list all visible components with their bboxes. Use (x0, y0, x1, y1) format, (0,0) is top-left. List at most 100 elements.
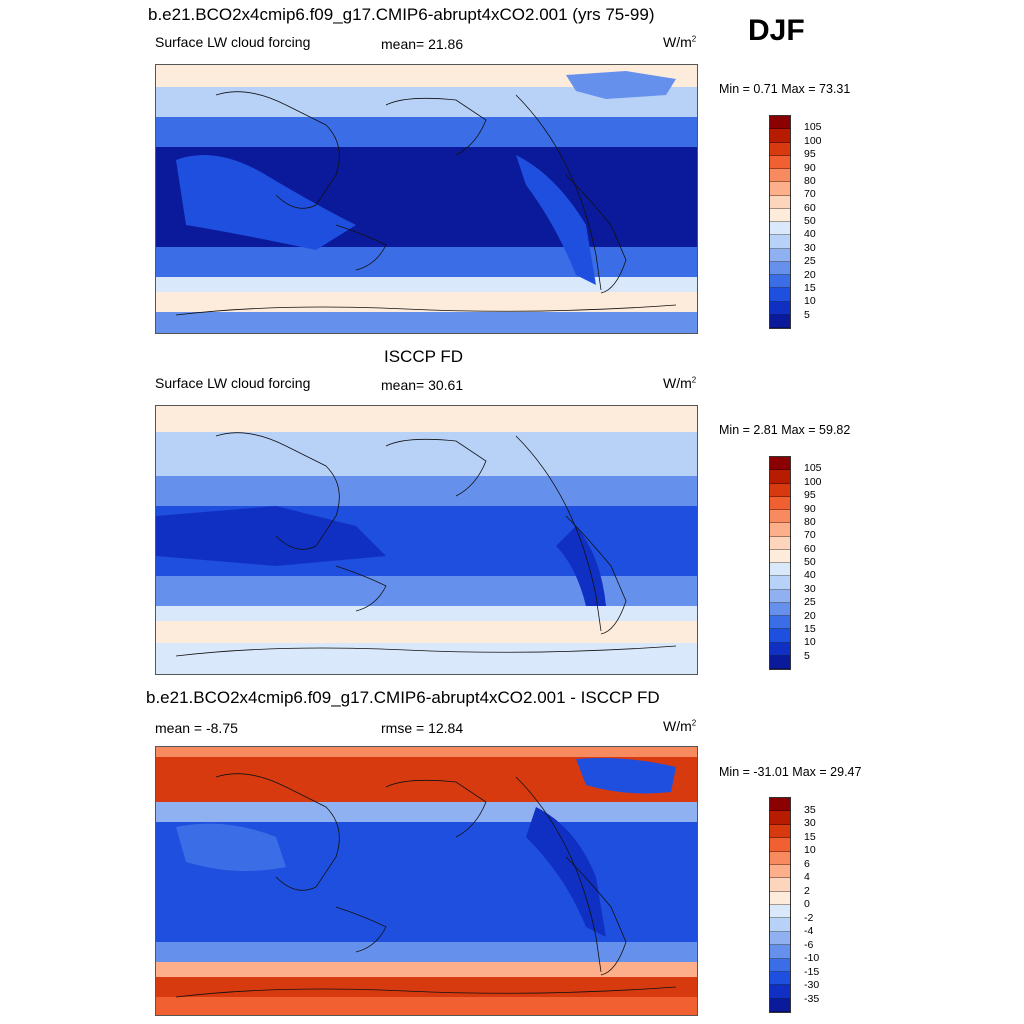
colorbar-swatch (770, 549, 790, 563)
panel2-mean: mean= 30.61 (381, 377, 464, 393)
colorbar-tick-label: 60 (804, 201, 816, 214)
colorbar-swatch (770, 931, 790, 946)
panel2-map-field (156, 406, 697, 674)
colorbar-swatch (770, 155, 790, 169)
colorbar-swatch (770, 602, 790, 616)
colorbar-tick-label: 80 (804, 174, 816, 187)
colorbar-swatch (770, 182, 790, 196)
colorbar-tick-label: 15 (804, 281, 816, 294)
colorbar-tick-label: 10 (804, 636, 816, 649)
panel1-left-label: Surface LW cloud forcing (155, 34, 311, 50)
colorbar-tick-label: 15 (804, 830, 816, 843)
colorbar-swatch (770, 301, 790, 315)
panel2-map (155, 405, 698, 675)
colorbar-swatch (770, 576, 790, 590)
colorbar-tick-label: 4 (804, 871, 810, 883)
colorbar-swatch (770, 116, 790, 130)
colorbar-tick-label: 90 (804, 502, 816, 515)
colorbar-tick-label: 5 (804, 649, 810, 662)
season-label: DJF (748, 14, 805, 47)
panel3-mean: mean = -8.75 (155, 720, 238, 736)
colorbar-tick-label: 6 (804, 857, 810, 870)
colorbar-swatch (770, 470, 790, 484)
colorbar-tick-label: 90 (804, 161, 816, 174)
colorbar-swatch (770, 811, 790, 825)
colorbar-swatch (770, 918, 790, 932)
panel2-units: W/m2 (663, 375, 697, 391)
colorbar-tick-label: -35 (804, 992, 820, 1005)
colorbar-swatch (770, 510, 790, 524)
panel3-units: W/m2 (663, 718, 697, 734)
colorbar-swatch (770, 824, 790, 839)
colorbar-tick-label: 30 (804, 241, 816, 254)
colorbar-swatch (770, 536, 790, 550)
colorbar-tick-label: 105 (804, 121, 822, 134)
panel1-map (155, 64, 698, 334)
colorbar-swatch (770, 616, 790, 630)
panel2-colorbar (769, 456, 791, 670)
colorbar-swatch (770, 998, 790, 1012)
colorbar-tick-label: 25 (804, 255, 816, 268)
colorbar-tick-label: 100 (804, 475, 822, 488)
colorbar-tick-label: 2 (804, 884, 810, 897)
colorbar-tick-label: 30 (804, 582, 816, 595)
colorbar-tick-label: 25 (804, 596, 816, 609)
colorbar-swatch (770, 261, 790, 275)
colorbar-tick-label: 10 (804, 295, 816, 308)
colorbar-tick-label: 95 (804, 148, 816, 161)
colorbar-tick-label: -30 (804, 979, 820, 991)
colorbar-tick-label: -10 (804, 952, 820, 964)
colorbar-tick-label: 40 (804, 228, 816, 241)
colorbar-swatch (770, 971, 790, 986)
colorbar-tick-label: 5 (804, 308, 810, 321)
colorbar-tick-label: 60 (804, 542, 816, 555)
colorbar-tick-label: 10 (804, 844, 816, 856)
colorbar-tick-label: 0 (804, 898, 810, 910)
colorbar-tick-label: 50 (804, 215, 816, 227)
colorbar-swatch (770, 129, 790, 143)
colorbar-swatch (770, 169, 790, 183)
colorbar-swatch (770, 655, 790, 669)
colorbar-swatch (770, 195, 790, 209)
colorbar-swatch (770, 642, 790, 656)
colorbar-tick-label: 20 (804, 609, 816, 622)
panel1-units: W/m2 (663, 34, 697, 50)
colorbar-swatch (770, 314, 790, 328)
colorbar-tick-label: -6 (804, 938, 814, 951)
panel2-left-label: Surface LW cloud forcing (155, 375, 311, 391)
colorbar-tick-label: 105 (804, 462, 822, 475)
colorbar-swatch (770, 798, 790, 812)
colorbar-swatch (770, 905, 790, 919)
colorbar-swatch (770, 563, 790, 577)
colorbar-tick-label: -4 (804, 925, 814, 937)
colorbar-swatch (770, 629, 790, 643)
colorbar-swatch (770, 222, 790, 236)
panel3-title: b.e21.BCO2x4cmip6.f09_g17.CMIP6-abrupt4x… (146, 688, 660, 707)
colorbar-swatch (770, 248, 790, 262)
panel1-mean: mean= 21.86 (381, 36, 464, 52)
colorbar-swatch (770, 483, 790, 497)
colorbar-swatch (770, 142, 790, 156)
colorbar-swatch (770, 878, 790, 892)
colorbar-swatch (770, 864, 790, 879)
colorbar-tick-label: 95 (804, 489, 816, 502)
colorbar-swatch (770, 275, 790, 289)
colorbar-swatch (770, 457, 790, 471)
colorbar-tick-label: 35 (804, 803, 816, 816)
panel3-minmax: Min = -31.01 Max = 29.47 (719, 765, 862, 779)
panel1-title: b.e21.BCO2x4cmip6.f09_g17.CMIP6-abrupt4x… (148, 5, 655, 24)
panel3-map-field (156, 747, 697, 1015)
colorbar-tick-label: 100 (804, 134, 822, 147)
panel1-colorbar (769, 115, 791, 329)
panel3-rmse: rmse = 12.84 (381, 720, 464, 736)
colorbar-tick-label: 30 (804, 817, 816, 829)
panel1-minmax: Min = 0.71 Max = 73.31 (719, 82, 851, 96)
colorbar-tick-label: 70 (804, 188, 816, 201)
panel2-title: ISCCP FD (384, 347, 464, 366)
colorbar-tick-label: 40 (804, 569, 816, 582)
colorbar-swatch (770, 958, 790, 972)
panel1-map-field (156, 65, 697, 333)
colorbar-swatch (770, 945, 790, 959)
colorbar-tick-label: -15 (804, 965, 820, 978)
colorbar-tick-label: 20 (804, 268, 816, 281)
